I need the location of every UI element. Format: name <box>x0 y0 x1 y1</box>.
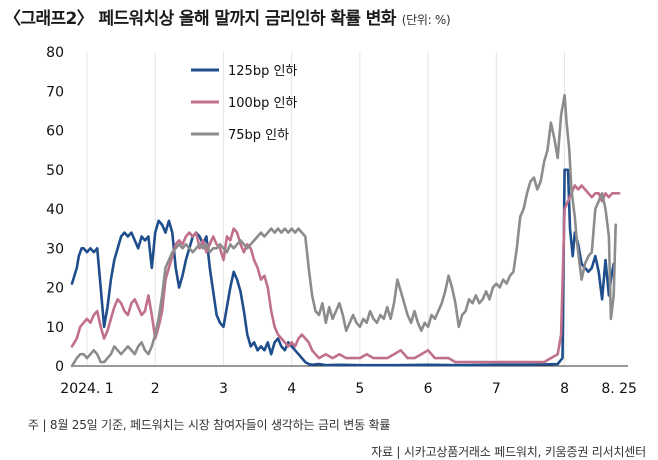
series-line <box>70 168 615 367</box>
series-layer <box>70 93 621 368</box>
y-tick-label: 60 <box>46 124 64 140</box>
x-tick-label: 7 <box>492 381 501 397</box>
unit-label: (단위: %) <box>401 13 451 27</box>
grid-layer <box>86 52 566 366</box>
chart-header: 〈그래프2〉 페드워치상 올해 말까지 금리인하 확률 변화 (단위: %) <box>4 4 451 29</box>
y-tick-label: 40 <box>46 202 64 218</box>
y-tick-label: 70 <box>46 84 64 100</box>
x-tick-label: 5 <box>355 381 364 397</box>
x-tick-label: 8 <box>560 381 569 397</box>
y-tick-label: 0 <box>55 359 64 375</box>
legend-label: 125bp 인하 <box>228 64 297 79</box>
y-tick-label: 30 <box>46 241 64 257</box>
x-tick-label: 2 <box>151 381 160 397</box>
x-tick-label: 3 <box>219 381 228 397</box>
legend: 125bp 인하 100bp 인하 75bp 인하 <box>191 64 297 143</box>
x-tick-label: 4 <box>287 381 296 397</box>
chart-source: 자료 | 시카고상품거래소 페드워치, 키움증권 리서치센터 <box>371 445 646 459</box>
chart-title: 〈그래프2〉 페드워치상 올해 말까지 금리인하 확률 변화 <box>4 9 396 29</box>
legend-label: 75bp 인하 <box>228 128 289 143</box>
series-line <box>70 184 621 364</box>
chart-note: 주 | 8월 25일 기준, 페드워치는 시장 참여자들이 생각하는 금리 변동… <box>28 418 391 432</box>
axes-layer: 0 10 20 30 40 50 60 70 80 2024. 1 2 3 4 5 6 7 8 8. 25 <box>46 45 637 397</box>
series-line <box>70 93 617 368</box>
x-tick-label: 2024. 1 <box>60 381 113 397</box>
y-tick-label: 20 <box>46 281 64 297</box>
x-tick-label: 6 <box>424 381 433 397</box>
x-tick-label: 8. 25 <box>601 381 637 397</box>
y-tick-label: 80 <box>46 45 64 61</box>
y-tick-label: 10 <box>46 320 64 336</box>
legend-label: 100bp 인하 <box>228 96 297 111</box>
y-tick-label: 50 <box>46 163 64 179</box>
